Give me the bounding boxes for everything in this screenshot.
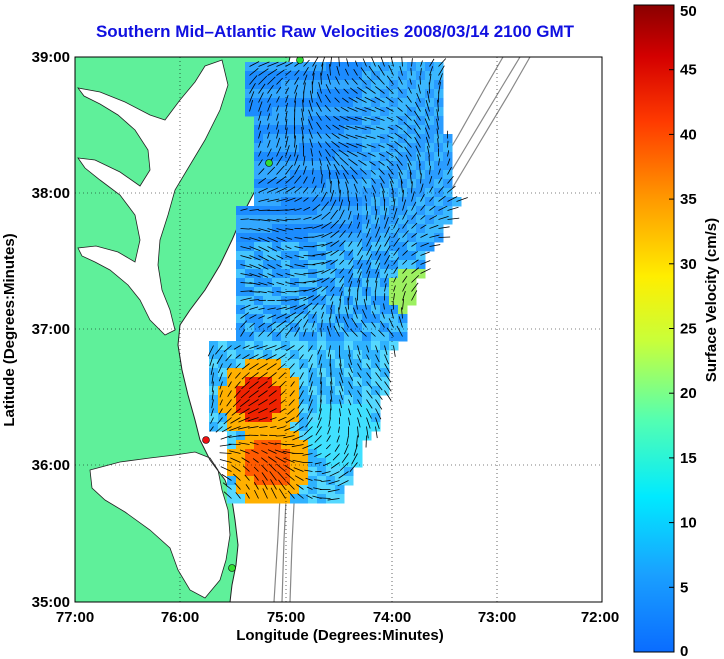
x-tick-label: 77:00 bbox=[56, 609, 94, 626]
y-tick-label: 38:00 bbox=[32, 185, 70, 202]
x-tick-label: 73:00 bbox=[478, 609, 516, 626]
colorbar-label: Surface Velocity (cm/s) bbox=[703, 218, 720, 382]
y-axis: 39:00 38:00 37:00 36:00 35:00 Latitude (… bbox=[1, 49, 70, 611]
colorbar-tick-label: 25 bbox=[680, 321, 697, 338]
colorbar: 0 5 10 15 20 25 30 35 40 45 50 Surface Velocity (c… bbox=[633, 3, 720, 659]
x-tick-label: 74:00 bbox=[373, 609, 411, 626]
colorbar-tick-label: 30 bbox=[680, 256, 697, 273]
map-title: Southern Mid–Atlantic Raw Velocities 200… bbox=[95, 22, 575, 41]
y-tick-label: 36:00 bbox=[32, 457, 70, 474]
y-tick-label: 37:00 bbox=[32, 321, 70, 338]
colorbar-tick-label: 5 bbox=[680, 579, 688, 596]
colorbar-tick-label: 35 bbox=[680, 191, 697, 208]
x-tick-label: 76:00 bbox=[161, 609, 199, 626]
colorbar-tick-label: 20 bbox=[680, 385, 697, 402]
radar-station-marker bbox=[296, 57, 304, 64]
radar-station-marker bbox=[265, 159, 273, 167]
velocity-vectors bbox=[207, 57, 468, 501]
y-tick-label: 39:00 bbox=[32, 49, 70, 66]
x-tick-label: 75:00 bbox=[267, 609, 305, 626]
y-axis-label: Latitude (Degrees:Minutes) bbox=[1, 233, 18, 426]
pamlico-sound bbox=[89, 451, 231, 599]
radar-station-marker bbox=[202, 436, 210, 444]
colorbar-tick-label: 15 bbox=[680, 450, 697, 467]
colorbar-gradient bbox=[633, 4, 675, 653]
map-plot-area bbox=[75, 57, 602, 602]
radar-station-marker bbox=[228, 564, 236, 572]
grid-lines bbox=[75, 57, 602, 602]
chesapeake-bay bbox=[77, 59, 229, 336]
x-axis-label: Longitude (Degrees:Minutes) bbox=[236, 627, 444, 644]
map-frame bbox=[74, 56, 603, 603]
colorbar-tick-label: 0 bbox=[680, 643, 688, 659]
colorbar-tick-label: 40 bbox=[680, 126, 697, 143]
colorbar-ticks: 0 5 10 15 20 25 30 35 40 45 50 bbox=[669, 3, 697, 659]
colorbar-tick-label: 50 bbox=[680, 3, 697, 20]
colorbar-tick-label: 45 bbox=[680, 62, 697, 79]
colorbar-tick-label: 10 bbox=[680, 515, 697, 532]
x-axis: 77:00 76:00 75:00 74:00 73:00 72:00 Long… bbox=[56, 609, 619, 644]
x-tick-label: 72:00 bbox=[581, 609, 619, 626]
y-tick-label: 35:00 bbox=[32, 594, 70, 611]
